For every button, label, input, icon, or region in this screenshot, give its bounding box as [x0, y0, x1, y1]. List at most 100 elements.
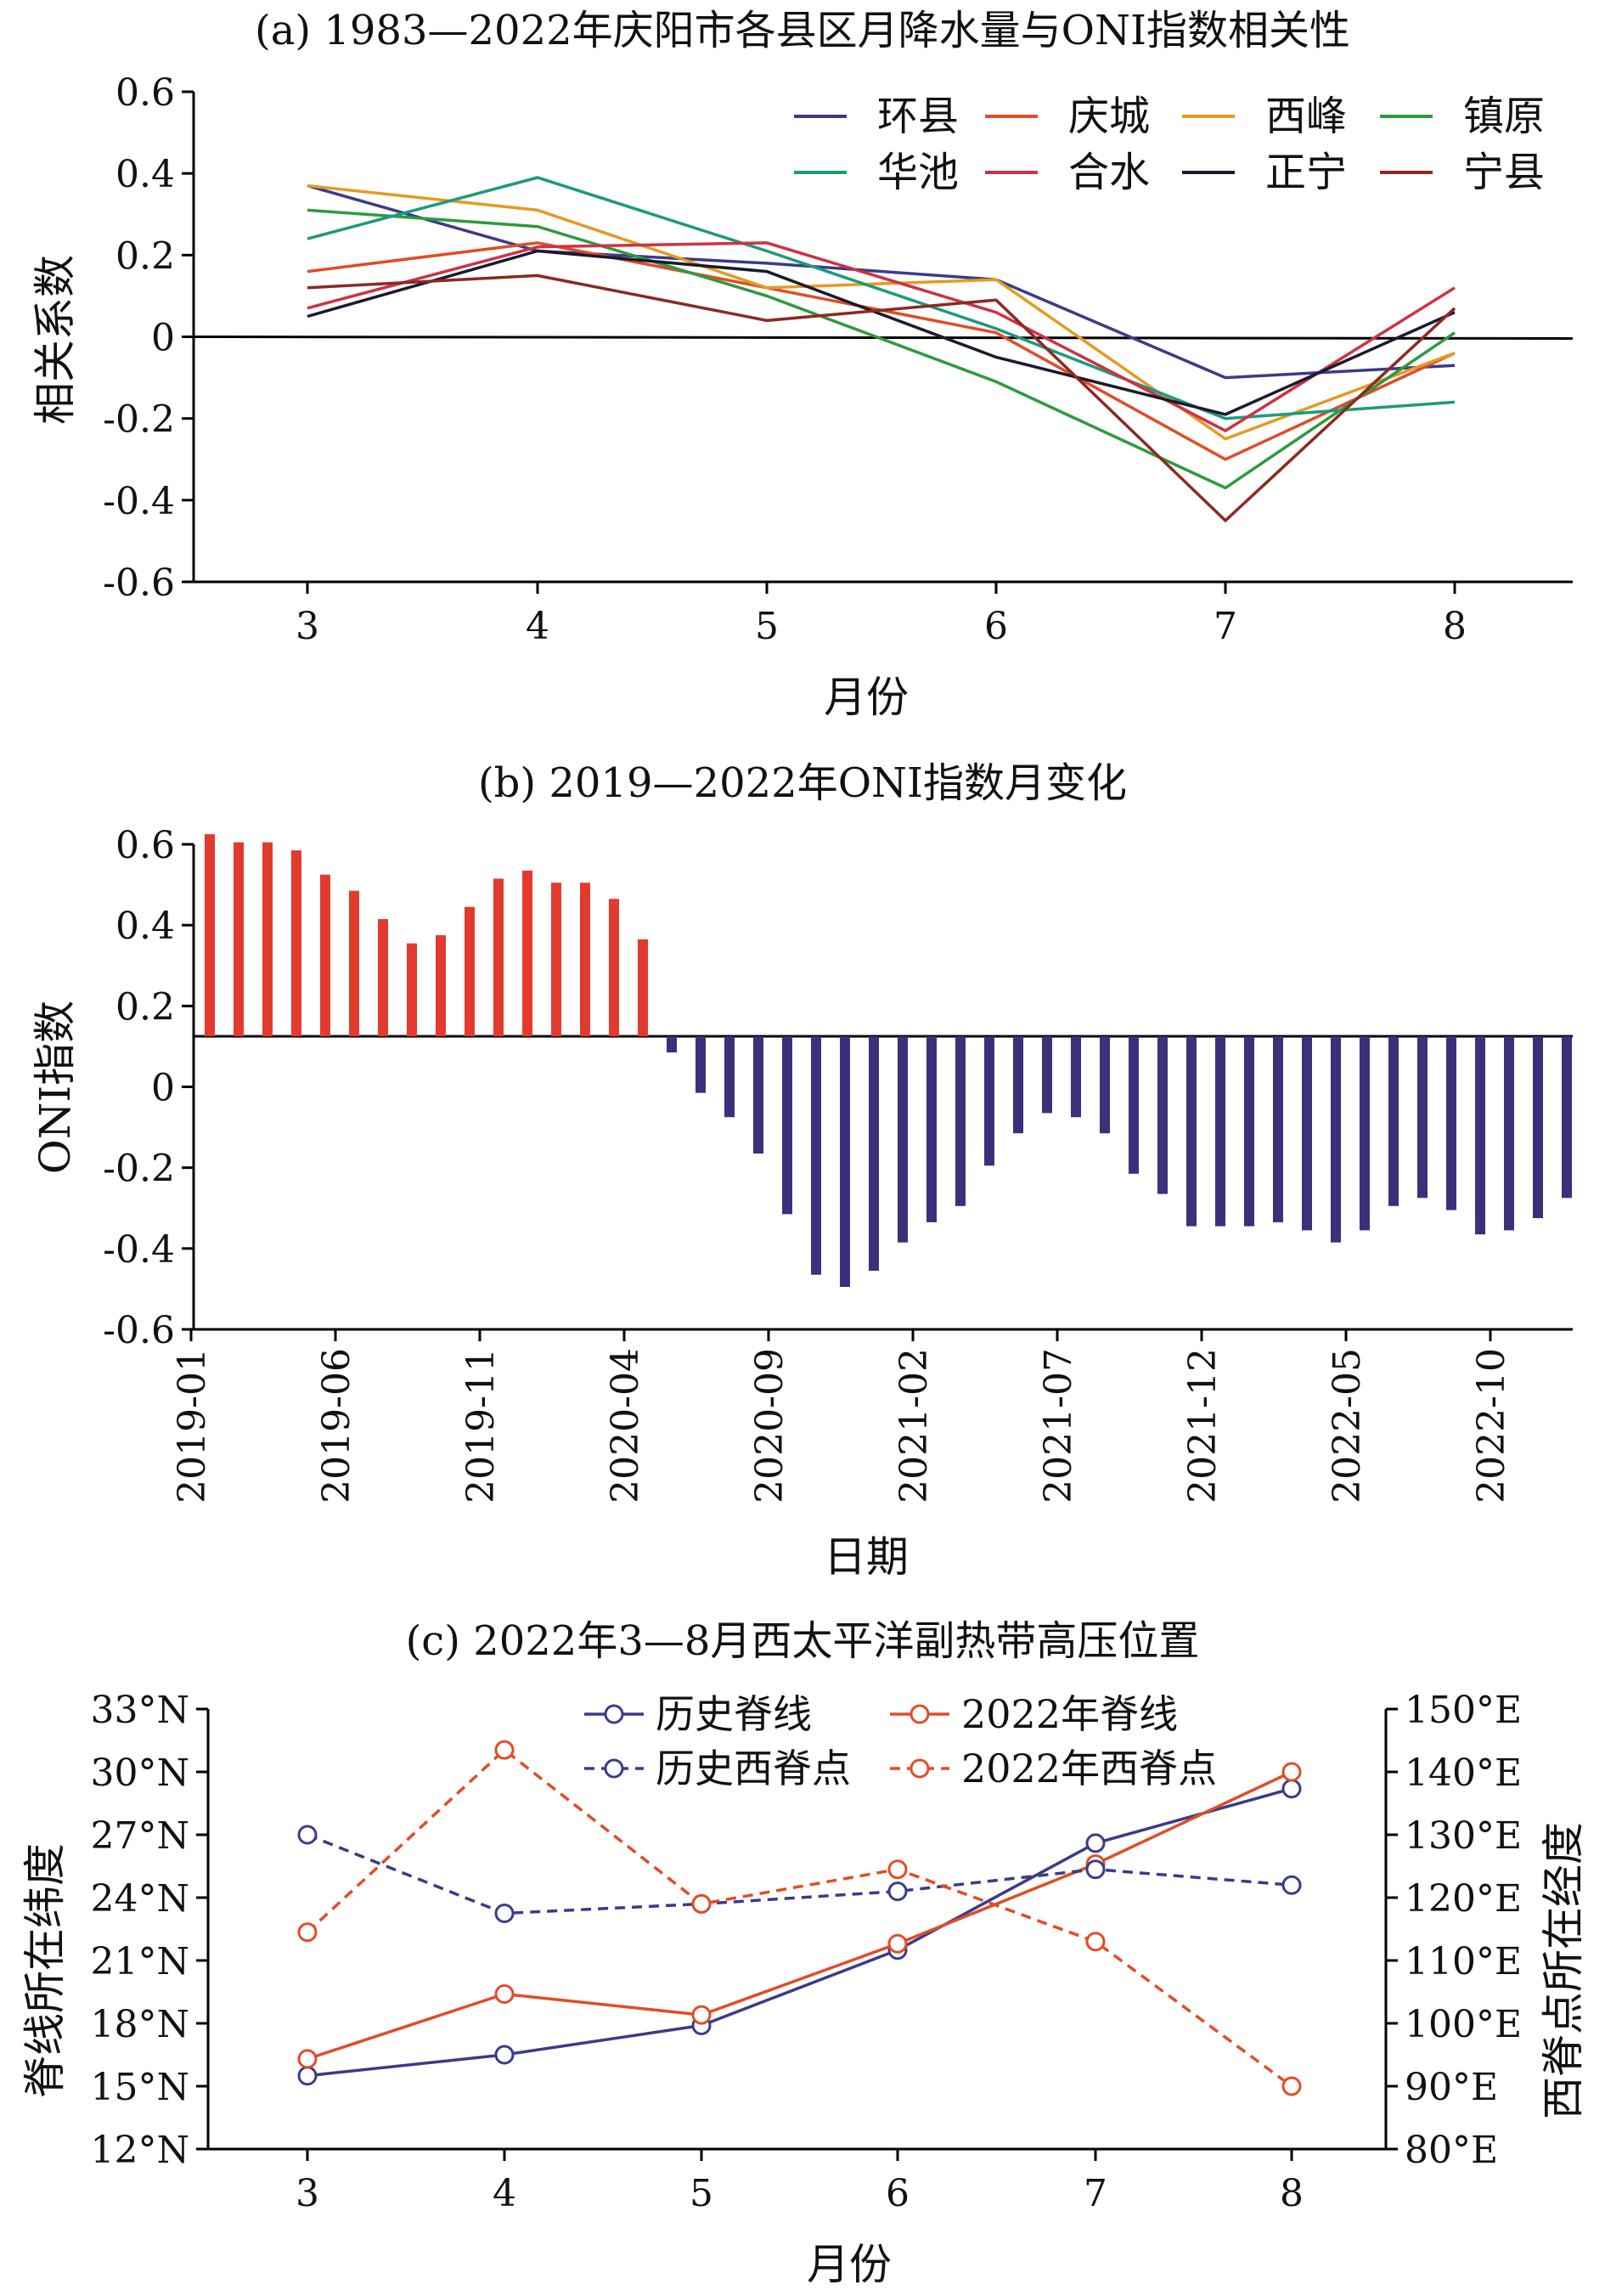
panel-a-series-line-5: [307, 241, 1456, 433]
panel-b-x-tick-label: 2019-06: [315, 1348, 358, 1503]
panel-b-y-tick-label: -0.2: [103, 1148, 175, 1191]
panel-a-legend-label: 正宁: [1265, 149, 1347, 196]
panel-b-bar: [638, 939, 648, 1036]
panel-a-zero-line: [193, 336, 1574, 340]
panel-c-marker: [1085, 1833, 1106, 1853]
panel-c-legend-marker: [604, 1704, 624, 1724]
panel-c-y2label: 西脊点所在经度: [1539, 1822, 1588, 2119]
panel-a-series-line-1: [307, 241, 1456, 461]
panel-a-legend-label: 西峰: [1265, 93, 1347, 140]
panel-b-bar: [667, 1036, 677, 1052]
panel-a-lines: [307, 176, 1456, 523]
panel-c-marker: [494, 1984, 515, 2004]
panel-b-y-tick-label: 0: [151, 1067, 175, 1110]
panel-c-y-tick-label: 12°N: [91, 2129, 190, 2172]
panel-a-y-tick-label: 0.6: [115, 71, 175, 115]
panel-b-x-tick-label: 2021-02: [893, 1348, 936, 1503]
panel-c-y2-tick-label: 80°E: [1405, 2129, 1498, 2172]
panel-a-x-tick-label: 8: [1443, 605, 1467, 648]
panel-c-ylabel: 脊线所在纬度: [20, 1843, 70, 2098]
panel-c-marker: [1281, 2076, 1302, 2096]
panel-a-legend-label: 镇原: [1463, 93, 1545, 140]
panel-b-oni-chart: (b) 2019—2022年ONI指数月变化 ONI指数 日期 0.60.40.…: [31, 759, 1573, 1582]
panel-c-x-tick-label: 7: [1084, 2172, 1107, 2215]
panel-c-series-line-0: [307, 1787, 1292, 2078]
panel-c-x-tick-label: 8: [1280, 2172, 1304, 2215]
panel-a-series-line-3: [307, 208, 1456, 490]
panel-b-bar: [580, 883, 590, 1036]
panel-a-y-tick-label: 0: [151, 317, 175, 360]
panel-c-y2-tick-label: 90°E: [1405, 2066, 1498, 2109]
panel-c-marker: [1281, 1779, 1302, 1799]
panel-b-y-tick-label: -0.4: [103, 1228, 175, 1272]
panel-a-legend-label: 环县: [877, 93, 959, 140]
panel-b-bar: [1533, 1036, 1543, 1219]
panel-b-xlabel: 日期: [824, 1532, 909, 1582]
panel-a-legend-label: 宁县: [1463, 149, 1545, 196]
panel-a-y-tick-label: 0.2: [115, 234, 175, 278]
panel-b-bar: [840, 1036, 850, 1287]
panel-c-y2-tick-label: 100°E: [1405, 2003, 1522, 2046]
panel-b-bar: [551, 883, 561, 1036]
panel-c-title: (c) 2022年3—8月西太平洋副热带高压位置: [406, 1617, 1200, 1665]
panel-b-bar: [349, 890, 359, 1036]
panel-c-y2-tick-label: 140°E: [1405, 1752, 1522, 1795]
panel-b-bar: [724, 1036, 735, 1118]
panel-c-marker: [494, 1904, 515, 1923]
panel-b-bar: [1562, 1036, 1572, 1199]
panel-b-bar: [1042, 1036, 1052, 1114]
panel-b-y-tick-label: -0.6: [103, 1309, 175, 1352]
panel-a-series-line-4: [307, 176, 1456, 420]
panel-b-bar: [984, 1036, 994, 1166]
panel-b-bar: [696, 1036, 706, 1093]
panel-c-xlabel: 月份: [807, 2240, 892, 2289]
panel-b-bar: [782, 1036, 792, 1215]
panel-c-series-line-3: [306, 1747, 1293, 2088]
panel-c-y-tick-label: 18°N: [91, 2003, 190, 2046]
panel-c-marker: [297, 1922, 318, 1943]
panel-a-y-tick-label: 0.4: [115, 153, 175, 196]
panel-c-axes: 33°N 30°N 27°N 24°N 21°N 18°N 15°N 12°N 150°E 140…: [91, 1689, 1523, 2215]
panel-b-bars: [205, 834, 1572, 1287]
panel-b-bar: [1388, 1036, 1399, 1206]
panel-c-y-tick-label: 21°N: [91, 1940, 190, 1983]
panel-c-y-tick-label: 15°N: [91, 2066, 190, 2109]
panel-c-marker: [297, 2049, 318, 2069]
panel-b-bar: [1071, 1036, 1081, 1118]
panel-a-legend-label: 庆城: [1068, 93, 1150, 140]
panel-c-x-tick-label: 3: [296, 2172, 319, 2215]
panel-c-legend-label: 历史脊线: [656, 1691, 812, 1737]
panel-b-bar: [522, 870, 532, 1036]
panel-c-legend-label: 2022年西脊点: [961, 1746, 1217, 1791]
panel-b-bar: [609, 899, 619, 1036]
panel-a-ylabel: 相关系数: [31, 255, 80, 425]
panel-a-x-tick-label: 5: [755, 605, 779, 648]
panel-b-bar: [262, 842, 273, 1036]
panel-b-bar: [1215, 1036, 1225, 1227]
panel-b-bar: [1186, 1036, 1197, 1227]
panel-b-bar: [869, 1036, 879, 1271]
panel-b-bar: [1504, 1036, 1514, 1231]
panel-a-x-tick-label: 6: [984, 605, 1008, 648]
panel-c-y2-tick-label: 130°E: [1405, 1814, 1522, 1858]
panel-c-y2-tick-label: 110°E: [1405, 1940, 1522, 1983]
panel-c-y-tick-label: 30°N: [91, 1752, 190, 1795]
panel-b-bar: [811, 1036, 821, 1275]
panel-c-y-tick-label: 33°N: [91, 1689, 190, 1732]
panel-c-y2-tick-label: 150°E: [1405, 1689, 1522, 1732]
panel-c-marker: [494, 2045, 515, 2065]
panel-b-bar: [1446, 1036, 1456, 1210]
panel-b-bar: [234, 842, 244, 1036]
panel-a-xlabel: 月份: [824, 673, 909, 722]
panel-b-title: (b) 2019—2022年ONI指数月变化: [478, 759, 1127, 807]
panel-b-bar: [926, 1036, 937, 1222]
panel-c-x-tick-label: 4: [493, 2172, 516, 2215]
panel-c-y-tick-label: 27°N: [91, 1814, 190, 1858]
panel-a-axes: 0.6 0.4 0.2 0 -0.2 -0.4 -0.6 3 4 5 6 7 8: [103, 71, 1574, 648]
panel-c-x-tick-label: 5: [690, 2172, 713, 2215]
panel-b-x-tick-label: 2021-12: [1181, 1348, 1225, 1503]
panel-b-bar: [898, 1036, 908, 1243]
panel-c-series-line-2: [307, 1833, 1292, 1915]
panel-b-bar: [1331, 1036, 1341, 1243]
panel-b-bar: [1417, 1036, 1428, 1199]
